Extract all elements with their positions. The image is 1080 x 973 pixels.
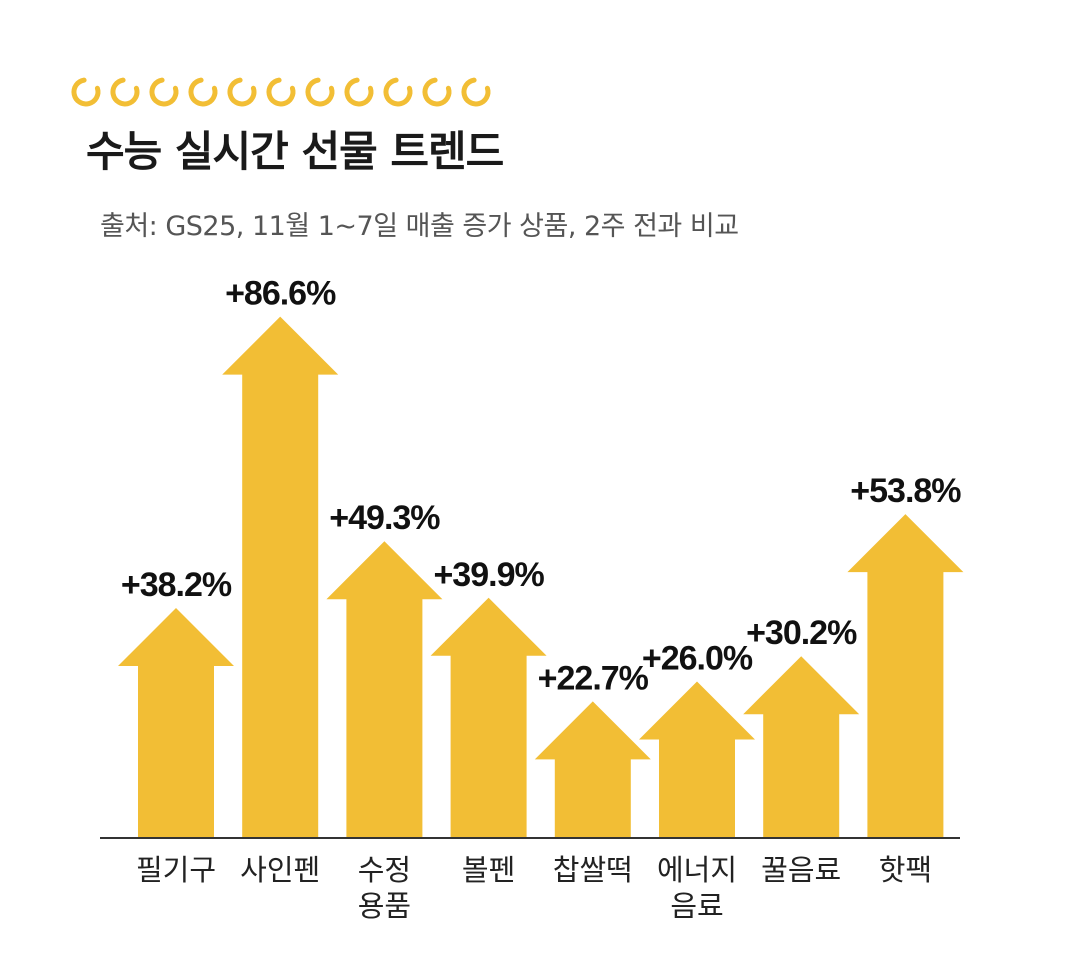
value-label-3: +49.3%	[329, 499, 440, 537]
value-label-8: +53.8%	[850, 472, 961, 510]
bar-arrow-4	[430, 597, 547, 838]
category-label-1: 필기구	[136, 853, 216, 887]
category-label-3-line-2: 용품	[358, 889, 411, 923]
spiral-ornament-icon	[227, 77, 257, 107]
value-label-5: +22.7%	[538, 659, 649, 697]
spiral-ornament-icon	[188, 77, 218, 107]
spiral-ornament-icon	[110, 77, 140, 107]
value-label-1: +38.2%	[121, 566, 232, 604]
value-label-7: +30.2%	[746, 614, 857, 652]
category-label-4: 볼펜	[462, 853, 515, 887]
bar-arrow-1	[118, 608, 234, 838]
category-label-5: 찹쌀떡	[553, 853, 633, 887]
spiral-ornament-icon	[305, 77, 335, 107]
bar-arrow-6	[639, 681, 755, 838]
value-label-4: +39.9%	[433, 556, 544, 594]
bar-arrow-2	[222, 316, 339, 839]
spiral-ornament-icon	[344, 77, 374, 107]
spiral-ornament-icon	[149, 77, 179, 107]
category-label-6-line-2: 음료	[670, 889, 723, 923]
spiral-ornament-icon	[266, 77, 296, 107]
bar-arrow-3	[326, 541, 443, 838]
chart-title: 수능 실시간 선물 트렌드	[86, 127, 504, 176]
bar-arrow-5	[534, 701, 651, 838]
spiral-ornament-icon	[461, 77, 491, 107]
value-label-2: +86.6%	[225, 275, 336, 313]
category-label-6-line-1: 에너지	[657, 853, 737, 887]
bar-arrow-8	[847, 514, 964, 838]
category-label-3-line-1: 수정	[358, 853, 411, 887]
category-label-8: 핫팩	[879, 853, 932, 887]
bar-arrow-7	[743, 656, 860, 838]
chart-source-note: 출처: GS25, 11월 1~7일 매출 증가 상품, 2주 전과 비교	[100, 211, 739, 242]
value-label-6: +26.0%	[642, 639, 753, 677]
category-label-2: 사인펜	[240, 853, 320, 887]
spiral-ornament-icon	[422, 77, 452, 107]
spiral-ornament-icon	[71, 77, 101, 107]
decorative-spiral-ornament	[71, 77, 491, 107]
category-label-7: 꿀음료	[761, 853, 841, 887]
spiral-ornament-icon	[383, 77, 413, 107]
